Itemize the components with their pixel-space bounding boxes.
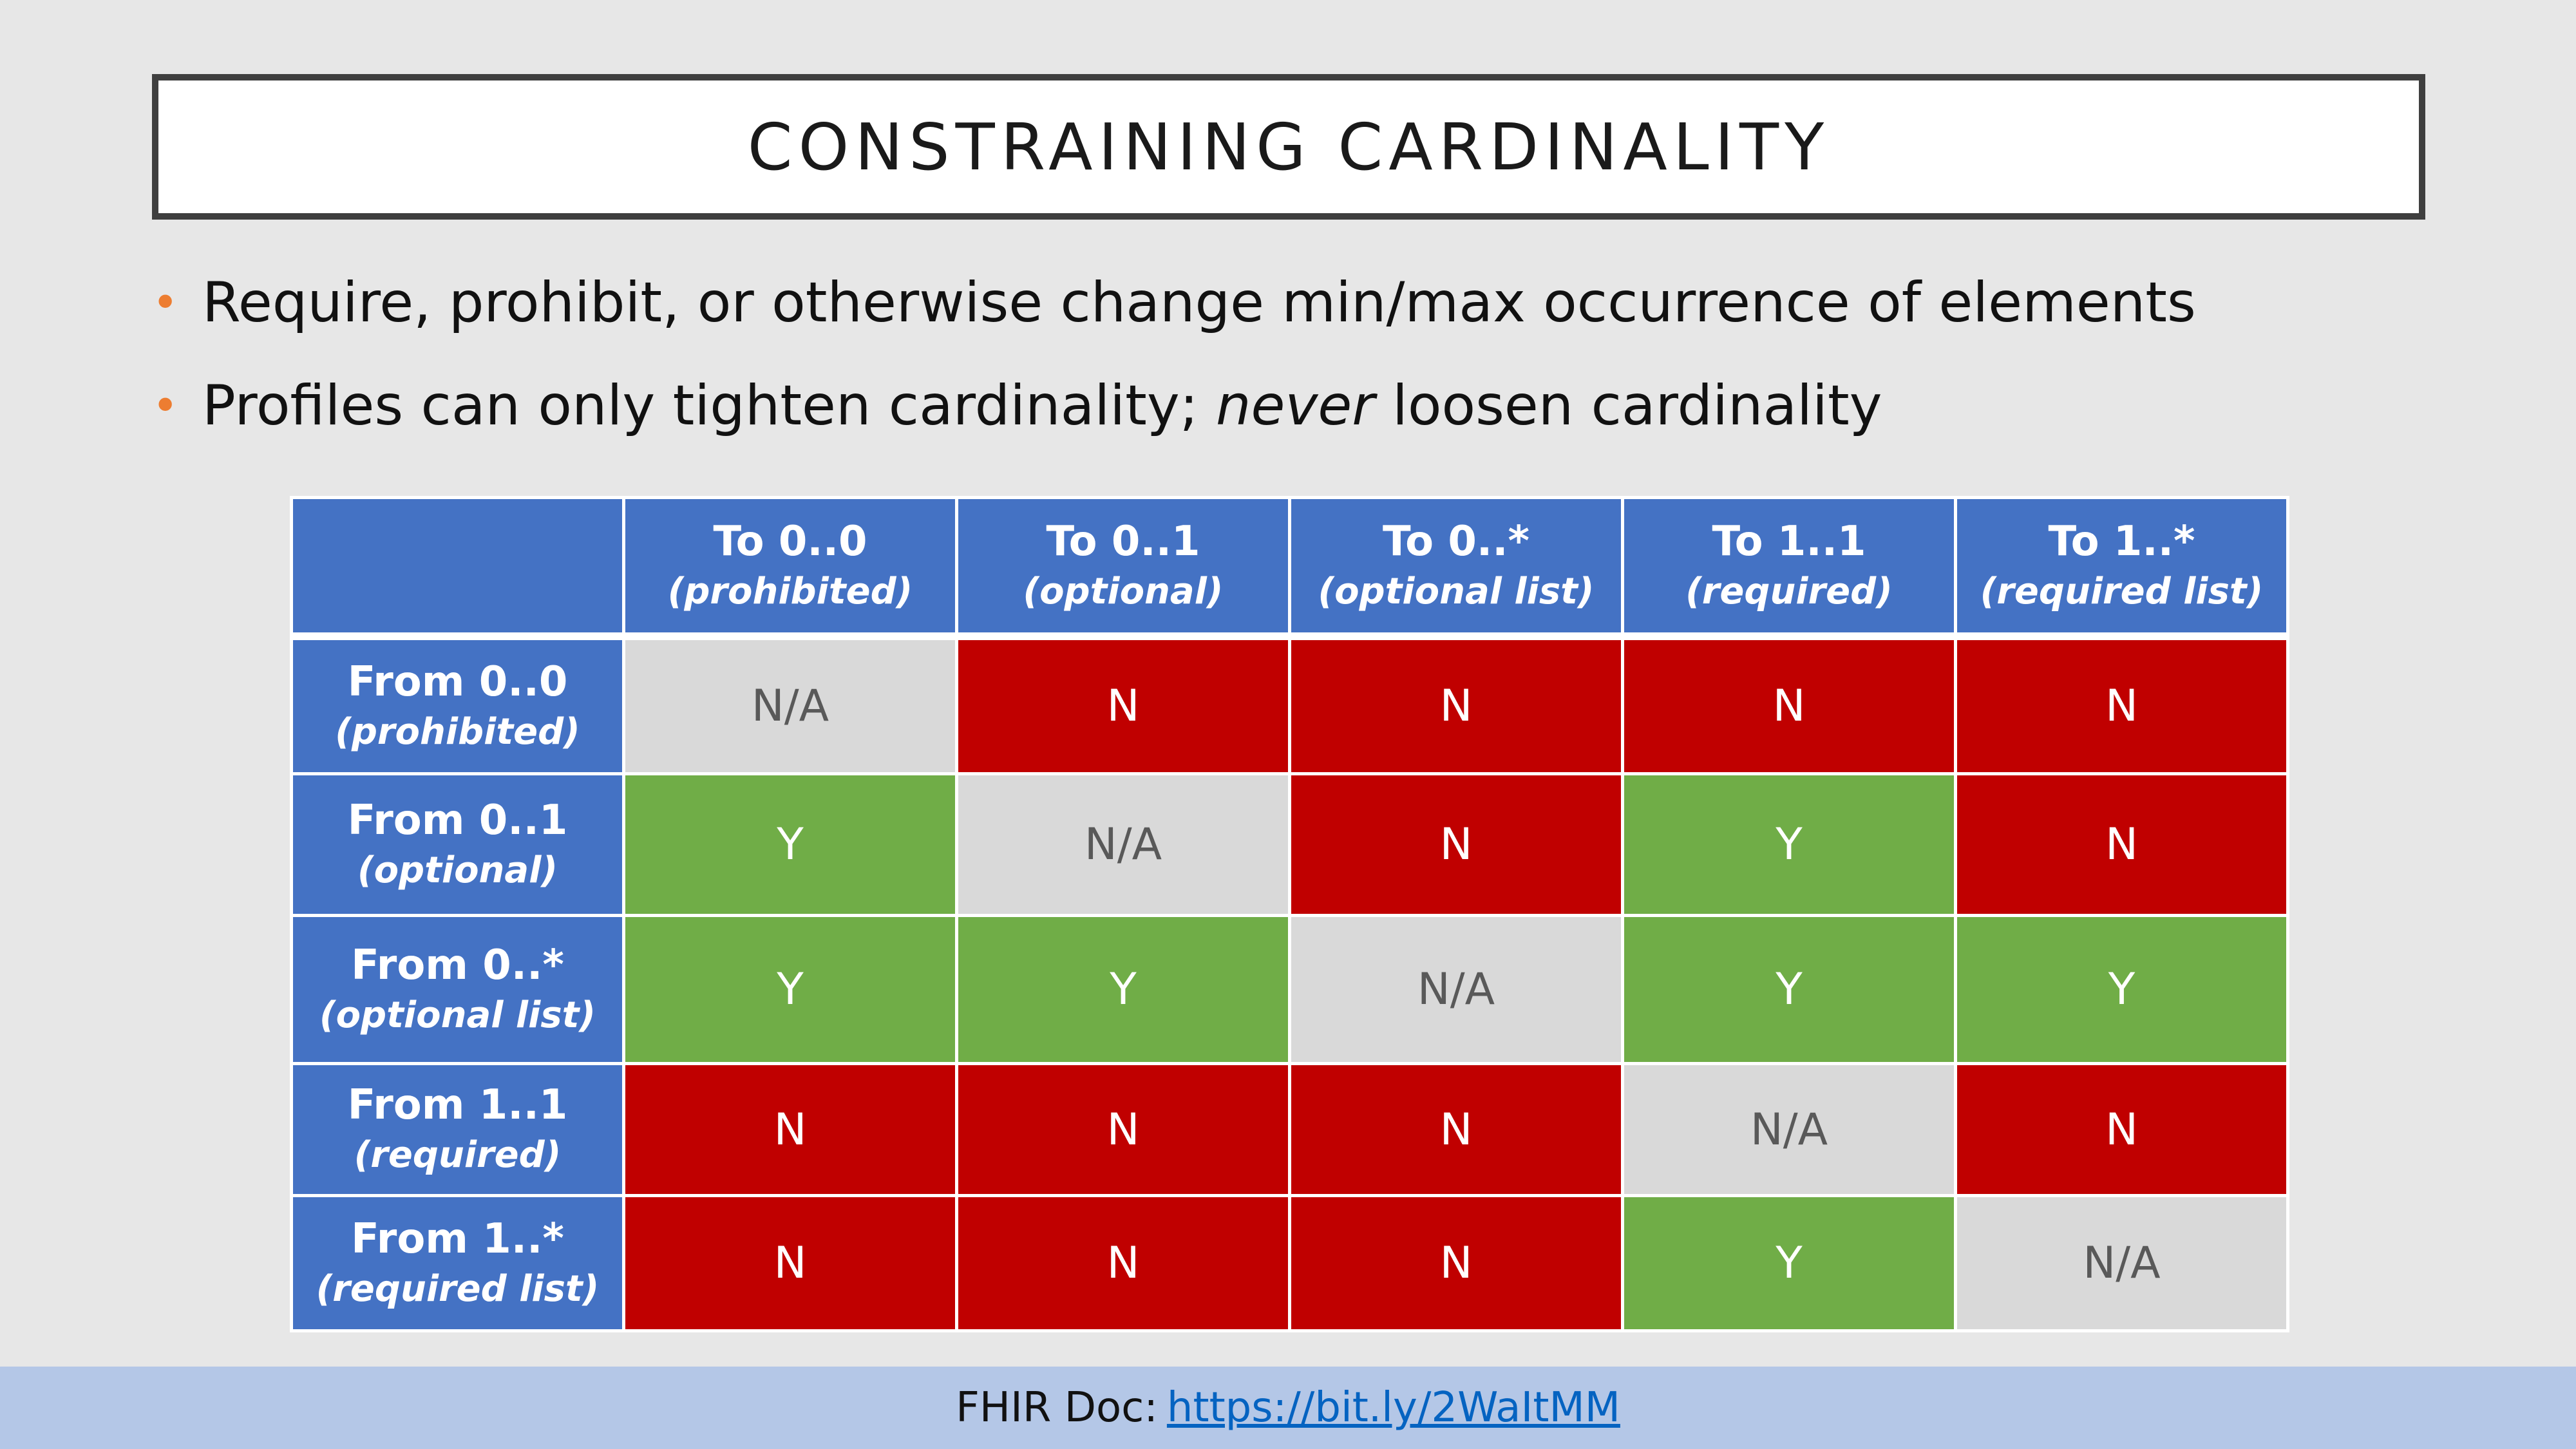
bullet-dot-icon: •: [152, 379, 179, 432]
matrix-cell: Y: [622, 914, 958, 1065]
matrix-cell: Y: [1954, 914, 2289, 1065]
row-header: From 0..* (optional list): [290, 914, 625, 1065]
column-header: To 1..* (required list): [1954, 496, 2289, 640]
bullet-item: • Require, prohibit, or otherwise change…: [152, 264, 2406, 341]
matrix-cell: N: [1954, 1062, 2289, 1197]
bullet-item: • Profiles can only tighten cardinality;…: [152, 367, 2406, 444]
title-box: CONSTRAINING CARDINALITY: [152, 74, 2425, 220]
matrix-cell: N/A: [1954, 1194, 2289, 1332]
column-header: To 0..1 (optional): [955, 496, 1291, 640]
column-header-main: To 0..*: [1382, 517, 1530, 565]
bullet-text-before: Profiles can only tighten cardinality;: [202, 374, 1217, 438]
matrix-cell: N: [622, 1194, 958, 1332]
matrix-cell: N/A: [1288, 914, 1624, 1065]
slide-title: CONSTRAINING CARDINALITY: [747, 109, 1830, 185]
matrix-cell: Y: [622, 772, 958, 917]
table-row: From 1..1 (required) N N N N/A N: [290, 1062, 2289, 1197]
row-header-main: From 0..*: [351, 941, 564, 989]
corner-header-cell: [290, 496, 625, 640]
row-header-main: From 0..0: [347, 658, 568, 706]
table-row: From 0..* (optional list) Y Y N/A Y Y: [290, 914, 2289, 1065]
row-header-main: From 0..1: [347, 796, 568, 844]
column-header: To 0..* (optional list): [1288, 496, 1624, 640]
matrix-cell: N: [1288, 1194, 1624, 1332]
matrix-cell: N: [1954, 772, 2289, 917]
matrix-cell: N: [1288, 634, 1624, 775]
bullet-text: Require, prohibit, or otherwise change m…: [202, 270, 2196, 335]
footer-label: FHIR Doc:: [956, 1384, 1158, 1432]
column-header-sub: (required): [1685, 570, 1893, 612]
matrix-cell: N/A: [955, 772, 1291, 917]
matrix-cell: N: [955, 634, 1291, 775]
bullet-dot-icon: •: [152, 276, 179, 329]
row-header-main: From 1..1: [347, 1081, 568, 1130]
table-row: From 1..* (required list) N N N Y N/A: [290, 1194, 2289, 1332]
row-header: From 1..1 (required): [290, 1062, 625, 1197]
column-header-main: To 1..1: [1712, 517, 1866, 565]
matrix-cell: N/A: [1621, 1062, 1957, 1197]
row-header: From 0..1 (optional): [290, 772, 625, 917]
row-header: From 1..* (required list): [290, 1194, 625, 1332]
row-header-main: From 1..*: [351, 1215, 564, 1263]
column-header-main: To 0..1: [1046, 517, 1200, 565]
matrix-cell: N: [955, 1194, 1291, 1332]
matrix-cell: N: [955, 1062, 1291, 1197]
row-header-sub: (prohibited): [335, 710, 580, 753]
bullet-emphasis: never: [1216, 374, 1375, 438]
matrix-cell: Y: [1621, 1194, 1957, 1332]
column-header-sub: (required list): [1980, 570, 2264, 612]
bullet-list: • Require, prohibit, or otherwise change…: [152, 264, 2406, 470]
column-header-sub: (optional): [1023, 570, 1224, 612]
matrix-cell: N: [1621, 634, 1957, 775]
column-header: To 0..0 (prohibited): [622, 496, 958, 640]
row-header-sub: (required): [354, 1134, 562, 1177]
table-row: From 0..1 (optional) Y N/A N Y N: [290, 772, 2289, 917]
header-row: To 0..0 (prohibited) To 0..1 (optional) To…: [290, 496, 2289, 640]
bullet-text-after: loosen cardinality: [1374, 374, 1882, 438]
row-header-sub: (optional list): [319, 994, 596, 1036]
column-header-main: To 0..0: [713, 517, 867, 565]
matrix-cell: N: [622, 1062, 958, 1197]
matrix-cell: N: [1288, 772, 1624, 917]
row-header-sub: (optional): [357, 849, 558, 891]
matrix-cell: Y: [1621, 772, 1957, 917]
cardinality-matrix: To 0..0 (prohibited) To 0..1 (optional) To…: [290, 496, 2289, 1332]
column-header-sub: (optional list): [1318, 570, 1595, 612]
column-header-sub: (prohibited): [667, 570, 913, 612]
bullet-text: Profiles can only tighten cardinality; n…: [202, 374, 1882, 438]
column-header-main: To 1..*: [2048, 517, 2195, 565]
matrix-cell: Y: [955, 914, 1291, 1065]
matrix-body: From 0..0 (prohibited) N/A N N N N From 0..1 (op…: [290, 634, 2289, 1332]
matrix-cell: Y: [1621, 914, 1957, 1065]
row-header-sub: (required list): [316, 1267, 600, 1310]
row-header: From 0..0 (prohibited): [290, 634, 625, 775]
footer-bar: FHIR Doc: https://bit.ly/2WaItMM: [0, 1367, 2576, 1449]
matrix-cell: N/A: [622, 634, 958, 775]
table-row: From 0..0 (prohibited) N/A N N N N: [290, 634, 2289, 775]
column-header: To 1..1 (required): [1621, 496, 1957, 640]
matrix-cell: N: [1954, 634, 2289, 775]
matrix-cell: N: [1288, 1062, 1624, 1197]
fhir-doc-link[interactable]: https://bit.ly/2WaItMM: [1166, 1384, 1620, 1432]
